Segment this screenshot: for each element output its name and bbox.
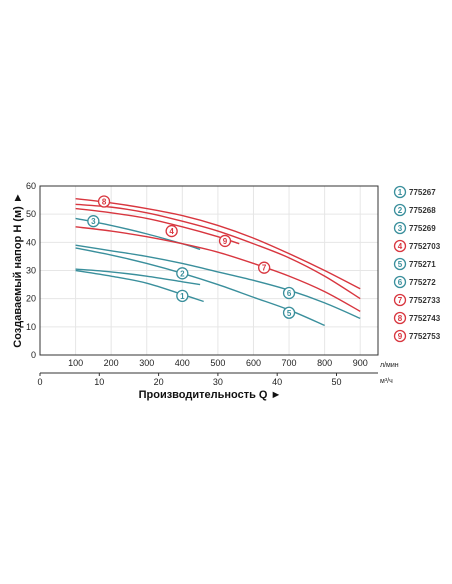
plot-frame [39, 185, 379, 356]
legend-entry-775271: 775271 [409, 260, 436, 269]
series-lines [75, 197, 361, 327]
legend-badge [393, 275, 407, 289]
x2-tick-label: 40 [272, 377, 282, 387]
y-tick-label: 0 [31, 350, 36, 360]
legend-entry-775269: 775269 [409, 224, 436, 233]
legend-badge-label: 4 [398, 242, 403, 251]
legend-badge-label: 8 [398, 314, 403, 323]
y-tick-label: 10 [26, 322, 36, 332]
y-tick-label: 30 [26, 266, 36, 276]
curve-labels: 1 2 3 4 5 6 7 8 9 [87, 195, 296, 319]
legend-badge [393, 311, 407, 325]
legend: 1 775267 2 775268 3 775269 4 7752703 5 775271 6 775… [393, 185, 441, 343]
x-tick-label: 100 [68, 358, 83, 368]
x2-tick-label: 10 [94, 377, 104, 387]
legend-badge [393, 203, 407, 217]
curve-badge-label: 2 [180, 269, 185, 278]
legend-entry-7752733: 7752733 [409, 296, 441, 305]
legend-badge-label: 7 [398, 296, 403, 305]
legend-badge-label: 1 [398, 188, 403, 197]
x2-tick-label: 20 [154, 377, 164, 387]
x-tick-label: 300 [139, 358, 154, 368]
legend-badge [393, 185, 407, 199]
x-tick-label: 700 [282, 358, 297, 368]
legend-badge-label: 6 [398, 278, 403, 287]
curve-badge-label: 6 [287, 289, 292, 298]
curve-badge-3 [87, 215, 100, 228]
legend-entry-7752743: 7752743 [409, 314, 441, 323]
legend-badge-label: 3 [398, 224, 403, 233]
y-tick-label: 40 [26, 237, 36, 247]
x-tick-label: 900 [353, 358, 368, 368]
series-line-775268 [75, 268, 201, 286]
curve-badge-label: 1 [180, 292, 185, 301]
series-line-7752743 [75, 203, 361, 300]
legend-badge [393, 239, 407, 253]
series-line-7752753 [75, 197, 361, 290]
grid-lines [40, 185, 378, 356]
y-tick-label: 20 [26, 294, 36, 304]
legend-badge [393, 257, 407, 271]
legend-badge [393, 293, 407, 307]
curve-badge-2 [176, 267, 189, 280]
y-tick-label: 50 [26, 209, 36, 219]
series-line-775267 [75, 269, 204, 303]
legend-entry-7752703: 7752703 [409, 242, 441, 251]
legend-entry-775272: 775272 [409, 278, 436, 287]
legend-entry-775268: 775268 [409, 206, 436, 215]
curve-badge-9 [218, 234, 232, 248]
x-tick-label: 600 [246, 358, 261, 368]
y-tick-label: 60 [26, 181, 36, 191]
curve-badge-label: 3 [91, 217, 96, 226]
x2-tick-label: 0 [37, 377, 42, 387]
curve-badge-1 [176, 289, 189, 303]
y-axis-title: Создаваемый напор H (м) ► [12, 192, 24, 347]
curve-badge-label: 8 [102, 197, 107, 206]
legend-badge [393, 221, 407, 235]
x-tick-label: 400 [175, 358, 190, 368]
curve-badge-5 [282, 306, 296, 319]
curve-badge-7 [257, 261, 271, 274]
x-tick-label: 200 [104, 358, 119, 368]
legend-entry-7752753: 7752753 [409, 332, 441, 341]
series-line-7752733 [75, 226, 361, 312]
x2-axis-unit: м³/ч [380, 378, 393, 385]
curve-badge-label: 5 [287, 309, 292, 318]
x2-tick-label: 30 [213, 377, 223, 387]
curve-badge-label: 7 [262, 264, 267, 273]
legend-badge [393, 329, 407, 343]
series-line-775272 [75, 244, 361, 320]
curve-badge-label: 9 [223, 237, 228, 246]
x-tick-label: 800 [317, 358, 332, 368]
x-axis-title: Производительность Q ► [139, 389, 282, 401]
curve-badge-4 [165, 224, 178, 238]
curve-badge-6 [282, 286, 296, 300]
legend-badge-label: 9 [398, 332, 403, 341]
x2-tick-label: 50 [331, 377, 341, 387]
x-axis-unit: л/мин [380, 362, 399, 369]
legend-badge-label: 2 [398, 206, 403, 215]
legend-entry-775267: 775267 [409, 188, 436, 197]
x-tick-label: 500 [210, 358, 225, 368]
curve-badge-8 [97, 195, 111, 208]
legend-badge-label: 5 [398, 260, 403, 269]
curve-badge-label: 4 [169, 227, 174, 236]
